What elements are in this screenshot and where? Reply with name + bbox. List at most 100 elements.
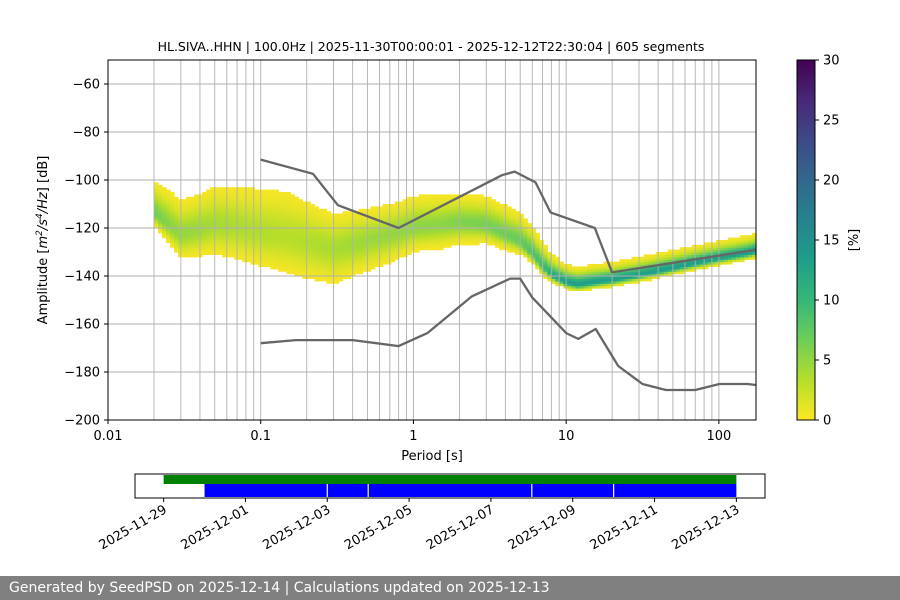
heatmap-cell	[334, 230, 340, 234]
heatmap-cell	[595, 285, 601, 289]
heatmap-cell	[491, 230, 496, 234]
heatmap-cell	[242, 225, 247, 229]
heatmap-cell	[306, 261, 312, 265]
heatmap-cell	[567, 273, 572, 277]
heatmap-cell	[210, 237, 215, 241]
heatmap-cell	[531, 244, 536, 248]
heatmap-cell	[543, 268, 548, 272]
heatmap-cell	[475, 232, 480, 236]
heatmap-cell	[302, 244, 308, 248]
heatmap-cell	[483, 201, 488, 205]
heatmap-cell	[250, 208, 255, 212]
heatmap-cell	[282, 252, 288, 255]
heatmap-cell	[366, 264, 372, 267]
heatmap-cell	[362, 232, 368, 236]
heatmap-cell	[294, 259, 300, 263]
heatmap-cell	[226, 232, 231, 236]
heatmap-cell	[206, 206, 211, 210]
heatmap-cell	[166, 220, 171, 224]
heatmap-cell	[362, 261, 368, 265]
heatmap-cell	[230, 196, 235, 200]
heatmap-cell	[358, 225, 364, 229]
heatmap-cell	[394, 240, 400, 243]
heatmap-cell	[157, 206, 163, 210]
heatmap-cell	[198, 235, 203, 239]
heatmap-cell	[442, 213, 448, 217]
heatmap-cell	[438, 228, 444, 231]
heatmap-cell	[659, 256, 665, 260]
heatmap-cell	[153, 223, 159, 227]
heatmap-cell	[719, 259, 725, 263]
heatmap-cell	[334, 220, 340, 224]
heatmap-cell	[358, 256, 364, 260]
heatmap-cell	[234, 256, 239, 260]
heatmap-cell	[366, 208, 372, 212]
heatmap-cell	[157, 213, 163, 217]
heatmap-cell	[198, 204, 203, 207]
heatmap-cell	[511, 244, 516, 248]
heatmap-cell	[178, 201, 183, 205]
heatmap-cell	[306, 247, 312, 251]
heatmap-cell	[587, 264, 593, 267]
heatmap-cell	[483, 199, 488, 203]
heatmap-cell	[555, 278, 560, 282]
heatmap-cell	[190, 242, 195, 246]
heatmap-cell	[402, 244, 408, 248]
heatmap-cell	[523, 244, 528, 248]
heatmap-cell	[378, 208, 384, 212]
heatmap-cell	[182, 218, 187, 222]
heatmap-cell	[262, 228, 267, 231]
heatmap-cell	[254, 228, 259, 231]
heatmap-cell	[523, 235, 528, 239]
heatmap-cell	[398, 252, 404, 255]
heatmap-cell	[234, 192, 239, 195]
heatmap-cell	[294, 199, 300, 203]
heatmap-cell	[683, 266, 689, 270]
heatmap-cell	[362, 208, 368, 212]
heatmap-cell	[310, 273, 316, 277]
heatmap-cell	[266, 259, 271, 263]
heatmap-cell	[378, 225, 384, 229]
heatmap-cell	[246, 194, 251, 198]
heatmap-cell	[543, 276, 548, 279]
heatmap-cell	[206, 244, 211, 248]
heatmap-cell	[619, 273, 625, 277]
heatmap-cell	[519, 252, 524, 255]
heatmap-cell	[222, 225, 227, 229]
heatmap-cell	[214, 192, 219, 195]
heatmap-cell	[643, 268, 649, 272]
heatmap-cell	[198, 230, 203, 234]
heatmap-cell	[374, 261, 380, 265]
heatmap-cell	[170, 213, 175, 217]
heatmap-cell	[302, 223, 308, 227]
heatmap-cell	[226, 225, 231, 229]
heatmap-cell	[398, 249, 404, 253]
heatmap-cell	[362, 220, 368, 224]
heatmap-cell	[182, 244, 187, 248]
heatmap-cell	[426, 242, 432, 246]
heatmap-cell	[230, 189, 235, 193]
heatmap-cell	[326, 249, 332, 253]
heatmap-cell	[543, 254, 548, 258]
heatmap-cell	[318, 232, 324, 236]
heatmap-cell	[214, 206, 219, 210]
heatmap-cell	[719, 247, 725, 251]
heatmap-cell	[170, 211, 175, 215]
heatmap-cell	[242, 254, 247, 258]
heatmap-cell	[174, 216, 179, 219]
heatmap-cell	[615, 268, 621, 272]
heatmap-cell	[162, 196, 167, 200]
heatmap-cell	[170, 194, 175, 198]
heatmap-cell	[527, 232, 532, 236]
heatmap-cell	[587, 280, 593, 284]
heatmap-cell	[579, 285, 585, 289]
heatmap-cell	[539, 259, 544, 263]
heatmap-cell	[471, 240, 476, 243]
heatmap-cell	[398, 213, 404, 217]
heatmap-cell	[238, 192, 243, 195]
heatmap-cell	[318, 213, 324, 217]
heatmap-cell	[302, 235, 308, 239]
heatmap-cell	[230, 254, 235, 258]
heatmap-cell	[306, 244, 312, 248]
heatmap-cell	[358, 268, 364, 272]
